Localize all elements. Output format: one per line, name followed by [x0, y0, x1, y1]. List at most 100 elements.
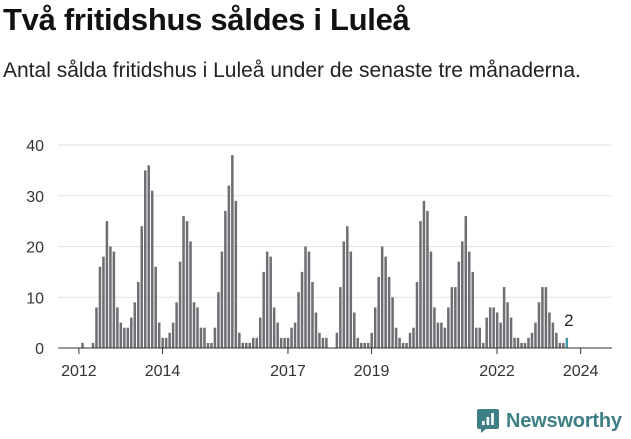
bar	[373, 307, 377, 348]
bar	[471, 271, 475, 349]
x-tick-label: 2024	[563, 363, 599, 380]
bar	[342, 241, 346, 348]
bar	[485, 317, 488, 348]
bar	[231, 155, 234, 348]
bar	[189, 241, 192, 348]
x-tick-label: 2019	[354, 363, 390, 380]
bar	[325, 337, 328, 348]
bar	[450, 287, 454, 348]
bar	[192, 302, 196, 348]
bar	[300, 271, 304, 349]
bar	[213, 327, 217, 348]
bar	[454, 287, 457, 348]
bar	[293, 322, 297, 349]
y-tick-label: 0	[35, 341, 44, 358]
bar	[304, 246, 307, 348]
bar	[171, 322, 175, 349]
bar	[530, 332, 534, 348]
bar	[206, 342, 210, 348]
bar	[356, 337, 360, 348]
bar	[258, 317, 262, 348]
y-tick-label: 40	[26, 138, 44, 155]
bar	[433, 307, 436, 348]
bar	[245, 342, 248, 348]
bar	[234, 200, 238, 348]
bar	[318, 332, 321, 348]
bar	[516, 337, 520, 348]
bar	[283, 337, 286, 348]
bar	[370, 332, 373, 348]
bar	[346, 226, 349, 348]
bar	[534, 322, 537, 349]
bar	[286, 337, 290, 348]
bar	[447, 307, 450, 348]
bar	[394, 327, 398, 348]
bar	[241, 342, 245, 348]
bar	[130, 317, 133, 348]
bar	[363, 342, 366, 348]
bar	[339, 287, 342, 348]
bar	[102, 256, 105, 348]
bar	[422, 200, 426, 348]
bar	[109, 246, 112, 348]
bar	[537, 302, 541, 348]
bar	[185, 221, 189, 349]
bar	[196, 307, 199, 348]
bar	[161, 337, 164, 348]
bar	[426, 210, 429, 348]
bar	[495, 312, 499, 348]
bar	[307, 251, 311, 348]
y-tick-label: 10	[26, 290, 44, 307]
bar	[506, 302, 509, 348]
bar	[457, 261, 461, 348]
bar	[279, 337, 283, 348]
x-tick-label: 2014	[145, 363, 181, 380]
bar	[387, 276, 391, 348]
bar	[527, 337, 530, 348]
bar	[565, 337, 569, 348]
newsworthy-logo-text: Newsworthy	[506, 409, 622, 432]
bar	[227, 185, 231, 348]
bar	[252, 337, 255, 348]
bar	[272, 307, 276, 348]
bar	[513, 337, 516, 348]
bar	[478, 327, 481, 348]
bar	[443, 327, 447, 348]
bar	[541, 287, 544, 348]
bar	[203, 327, 206, 348]
bar	[175, 302, 178, 348]
chart-subtitle: Antal sålda fritidshus i Luleå under de …	[3, 59, 581, 82]
bar	[238, 332, 241, 348]
bar-chart: 0 10 20 30 40 2012 2014 2017 2019 2022 2024 2	[26, 138, 612, 380]
bar	[551, 322, 555, 349]
bar	[210, 342, 213, 348]
bar	[137, 282, 140, 348]
bar	[91, 342, 95, 348]
bar	[523, 342, 527, 348]
bar	[401, 342, 405, 348]
y-tick-label: 20	[26, 240, 44, 257]
y-tick-label: 30	[26, 189, 44, 206]
bar	[143, 170, 147, 349]
bar	[461, 241, 464, 348]
bar	[314, 312, 318, 348]
bar	[384, 256, 387, 348]
bar	[276, 322, 279, 349]
bar	[157, 322, 161, 349]
chart-title: Två fritidshus såldes i Luleå	[3, 2, 410, 37]
bar	[349, 251, 353, 348]
bar	[436, 322, 440, 349]
x-tick-label: 2017	[270, 363, 306, 380]
bar	[98, 266, 102, 348]
bar	[468, 251, 471, 348]
bar	[360, 342, 363, 348]
bar	[182, 216, 185, 348]
bar	[95, 307, 98, 348]
bar	[140, 226, 144, 348]
bar	[492, 307, 495, 348]
bar	[398, 337, 401, 348]
bar	[112, 251, 116, 348]
bar	[558, 342, 562, 348]
bar	[499, 322, 502, 349]
bar	[321, 337, 325, 348]
